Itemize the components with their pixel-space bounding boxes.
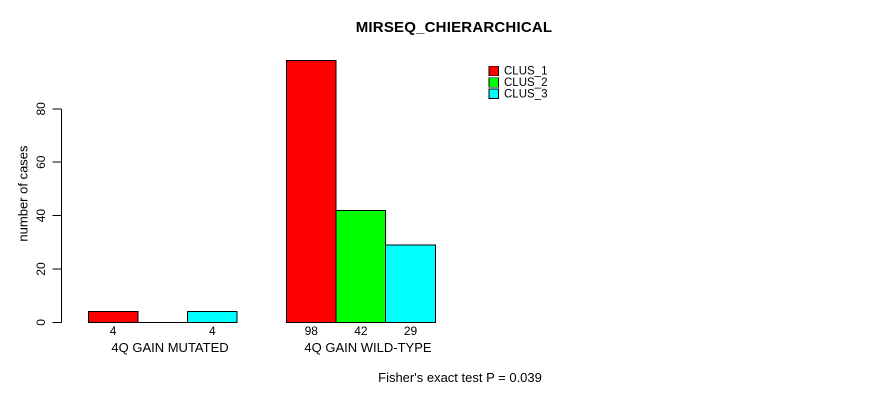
legend-swatch-clus_1 xyxy=(488,65,499,77)
bar-value-label: 29 xyxy=(404,324,418,338)
bar-clus_3-group2 xyxy=(385,244,436,323)
legend-label-clus_2: CLUS_2 xyxy=(504,77,547,89)
y-tick-label: 40 xyxy=(34,209,48,223)
x-category-label-mutated: 4Q GAIN MUTATED xyxy=(111,340,229,355)
legend-label-clus_1: CLUS_1 xyxy=(504,66,547,78)
bar-value-label: 4 xyxy=(209,324,216,338)
annotation-pvalue: Fisher's exact test P = 0.039 xyxy=(378,370,542,385)
legend-swatch-clus_2 xyxy=(488,77,499,88)
x-category-label-wildtype: 4Q GAIN WILD-TYPE xyxy=(304,340,432,355)
bar-clus_3-group1 xyxy=(187,311,238,323)
legend-swatch-clus_3 xyxy=(488,88,499,99)
legend-label-clus_3: CLUS_3 xyxy=(504,88,547,100)
bar-clus_1-group1 xyxy=(87,311,139,323)
bar-clus_1-group2 xyxy=(286,60,337,323)
y-tick-label: 0 xyxy=(34,319,48,326)
y-tick-label: 20 xyxy=(34,262,48,276)
chart-title: MIRSEQ_CHIERARCHICAL xyxy=(355,19,553,36)
bar-value-label: 42 xyxy=(354,324,368,338)
bar-value-label: 98 xyxy=(305,324,319,338)
bar-value-label: 4 xyxy=(110,324,117,338)
bar-clus_2-group2 xyxy=(335,209,387,323)
y-tick-label: 80 xyxy=(34,102,48,116)
y-tick-label: 60 xyxy=(34,155,48,169)
